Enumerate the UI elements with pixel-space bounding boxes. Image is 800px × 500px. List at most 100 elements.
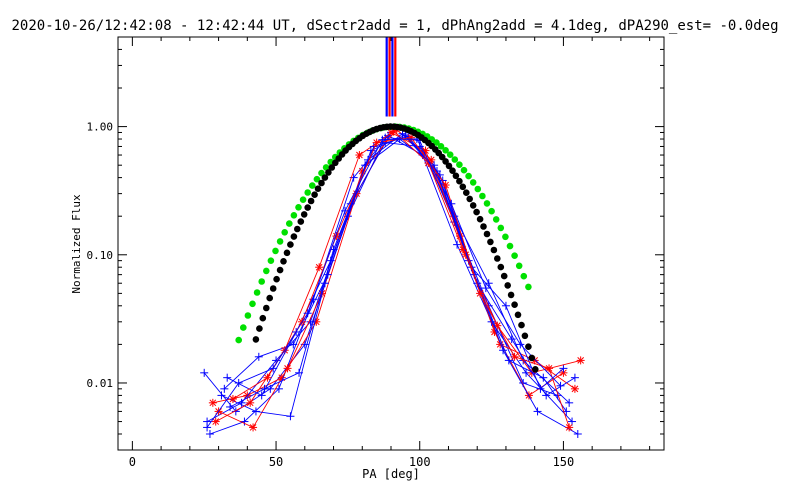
model-point-green-model [497,224,505,232]
data-point-red-2 [249,423,258,432]
model-point-black-model [483,230,491,238]
x-tick-label: 150 [553,455,575,469]
model-point-black-model [487,238,494,246]
model-point-green-model [465,172,472,180]
model-point-green-model [235,336,242,344]
model-point-black-model [480,223,487,230]
model-point-black-model [466,195,474,203]
model-point-green-model [263,267,270,275]
chart-title: 2020-10-26/12:42:08 - 12:42:44 UT, dSect… [11,18,778,34]
data-point-red-4 [565,423,574,432]
series-line-red-1 [212,131,564,404]
model-point-black-model [449,167,456,174]
data-point-blue-8 [269,364,278,373]
model-point-black-model [518,321,525,329]
model-point-black-model [269,285,277,292]
plot-area [200,37,585,438]
model-point-black-model [273,275,280,283]
model-point-black-model [328,164,336,171]
model-point-green-model [258,278,266,285]
model-point-green-model [520,272,528,280]
model-point-black-model [445,162,453,170]
data-point-blue-8 [341,206,350,215]
model-point-green-model [249,300,256,308]
model-point-black-model [252,336,260,343]
model-point-green-model [272,247,279,255]
data-point-blue-6 [257,391,266,400]
data-point-blue-4 [533,407,542,416]
data-point-blue-4 [573,429,582,438]
data-point-red-3 [355,151,364,160]
data-point-blue-6 [223,373,232,382]
y-axis-label: Normalized Flux [70,194,83,294]
model-point-green-model [299,196,307,203]
model-point-black-model [297,218,305,225]
data-point-blue-3 [453,240,462,249]
data-point-red-4 [510,352,519,361]
model-point-black-model [276,266,284,274]
model-point-black-model [500,272,508,280]
data-point-blue-5 [289,340,298,349]
model-point-green-model [304,189,312,196]
data-point-blue-1 [231,407,240,416]
model-point-green-model [502,233,509,241]
model-point-green-model [313,175,321,183]
model-point-black-model [532,366,539,373]
model-point-black-model [321,174,329,181]
model-point-black-model [263,304,270,312]
model-point-green-model [456,161,463,168]
data-point-blue-4 [286,412,295,421]
model-point-black-model [259,314,267,322]
model-point-black-model [280,258,287,265]
data-point-red-2 [283,364,292,373]
data-point-red-3 [246,398,255,407]
data-point-red-4 [441,181,450,190]
data-point-red-3 [315,263,324,272]
model-point-black-model [459,183,467,191]
data-point-blue-5 [323,270,332,279]
model-point-black-model [325,169,332,176]
data-point-blue-4 [217,391,226,400]
data-point-blue-8 [556,381,565,390]
data-point-blue-8 [516,340,525,349]
model-point-black-model [507,291,515,299]
model-point-black-model [490,246,498,254]
model-point-black-model [290,233,298,240]
data-point-blue-8 [234,378,243,387]
data-point-blue-8 [447,199,456,208]
data-point-blue-2 [565,398,574,407]
data-point-red-4 [372,138,381,147]
data-point-red-3 [576,356,585,365]
data-point-red-4 [476,289,485,298]
y-tick-label: 0.10 [87,249,114,262]
data-point-blue-3 [240,417,249,426]
model-point-black-model [311,191,318,198]
model-point-black-model [514,311,522,319]
model-point-black-model [473,208,480,216]
model-point-black-model [521,332,529,340]
data-point-red-1 [208,398,217,407]
data-point-blue-8 [378,135,387,144]
model-point-black-model [314,185,322,192]
data-point-blue-5 [220,384,229,393]
data-point-blue-5 [254,352,263,361]
model-point-black-model [494,255,501,262]
data-point-blue-8 [203,423,212,432]
model-point-black-model [318,179,325,187]
plot-frame [117,36,665,451]
data-point-blue-7 [295,368,304,377]
axes: 0 50 100 150 0.01 0.10 1.00 [87,37,664,469]
data-point-blue-7 [507,335,516,344]
data-point-blue-1 [200,368,209,377]
data-point-blue-3 [205,429,214,438]
model-point-black-model [294,225,301,233]
x-tick-label: 50 [269,455,283,469]
model-point-green-model [281,229,289,236]
model-point-green-model [442,147,449,154]
model-point-green-model [474,185,482,193]
model-point-green-model [276,238,284,245]
x-axis-label: PA [deg] [362,467,420,481]
model-point-green-model [515,262,523,270]
model-point-green-model [479,192,486,200]
